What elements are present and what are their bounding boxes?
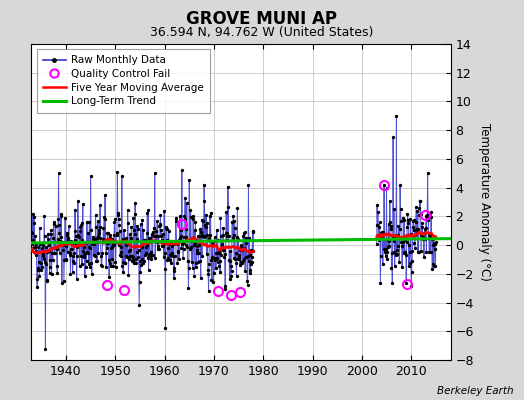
Text: GROVE MUNI AP: GROVE MUNI AP [187,10,337,28]
Text: 36.594 N, 94.762 W (United States): 36.594 N, 94.762 W (United States) [150,26,374,39]
Legend: Raw Monthly Data, Quality Control Fail, Five Year Moving Average, Long-Term Tren: Raw Monthly Data, Quality Control Fail, … [37,49,210,113]
Y-axis label: Temperature Anomaly (°C): Temperature Anomaly (°C) [478,123,490,281]
Text: Berkeley Earth: Berkeley Earth [437,386,514,396]
